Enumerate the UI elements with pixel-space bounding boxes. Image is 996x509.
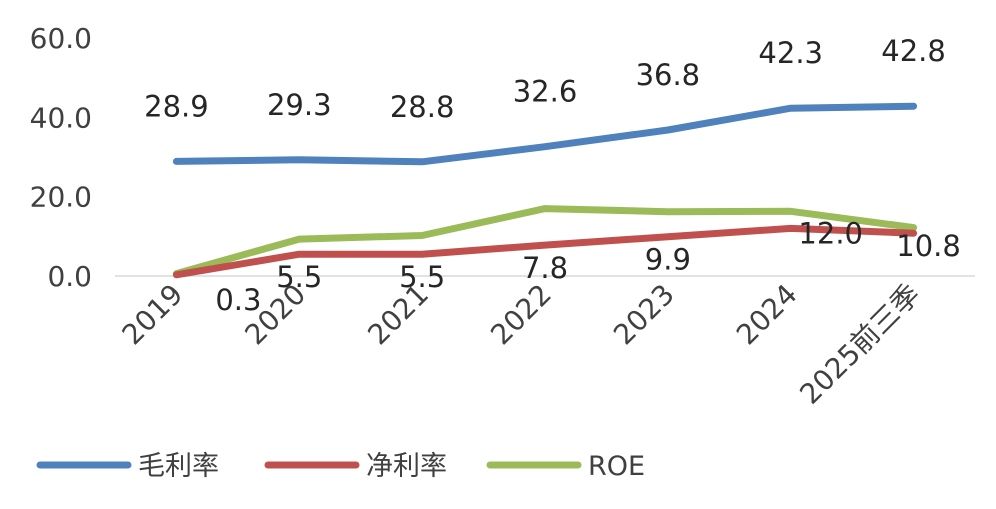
net-margin-data-label: 0.3 <box>215 283 261 317</box>
y-tick-label: 0.0 <box>47 260 92 293</box>
net-margin-data-label: 9.9 <box>645 243 691 277</box>
gross-margin-data-label: 42.3 <box>758 36 823 70</box>
x-tick-label: 2019 <box>116 278 190 352</box>
x-tick-label: 2024 <box>730 278 804 352</box>
y-tick-label: 60.0 <box>30 22 92 55</box>
net-margin-data-label: 5.5 <box>276 260 322 294</box>
legend-label: 毛利率 <box>138 451 219 482</box>
x-tick-label: 2023 <box>607 278 681 352</box>
series-line-roe <box>172 205 918 278</box>
gross-margin-data-label: 42.8 <box>881 34 946 68</box>
gross-margin-data-label: 28.9 <box>144 89 209 123</box>
data-labels: 28.9 29.3 28.8 32.6 36.8 42.3 42.8 0.3 5.5 5.5 7.8… <box>144 34 961 317</box>
x-tick-label: 2022 <box>484 278 558 352</box>
gross-margin-data-label: 32.6 <box>513 75 578 109</box>
legend-label: 净利率 <box>366 451 447 482</box>
legend: 毛利率 净利率 ROE <box>36 451 645 482</box>
series-line-gross-margin <box>172 102 918 166</box>
gross-margin-data-label: 36.8 <box>636 58 701 92</box>
gross-margin-data-label: 28.8 <box>390 90 455 124</box>
y-tick-label: 40.0 <box>30 101 92 134</box>
net-margin-data-label: 5.5 <box>399 260 445 294</box>
x-tick-label: 2025前三季 <box>793 278 926 411</box>
legend-label: ROE <box>588 451 645 482</box>
gross-margin-data-label: 29.3 <box>267 88 332 122</box>
y-axis-ticks: 0.0 20.0 40.0 60.0 <box>30 22 92 293</box>
y-tick-label: 20.0 <box>30 181 92 214</box>
series-lines <box>172 102 918 279</box>
net-margin-data-label: 7.8 <box>522 251 568 285</box>
series-line-net-margin <box>172 224 918 279</box>
net-margin-data-label: 12.0 <box>798 216 863 250</box>
net-margin-data-label: 10.8 <box>896 229 961 263</box>
